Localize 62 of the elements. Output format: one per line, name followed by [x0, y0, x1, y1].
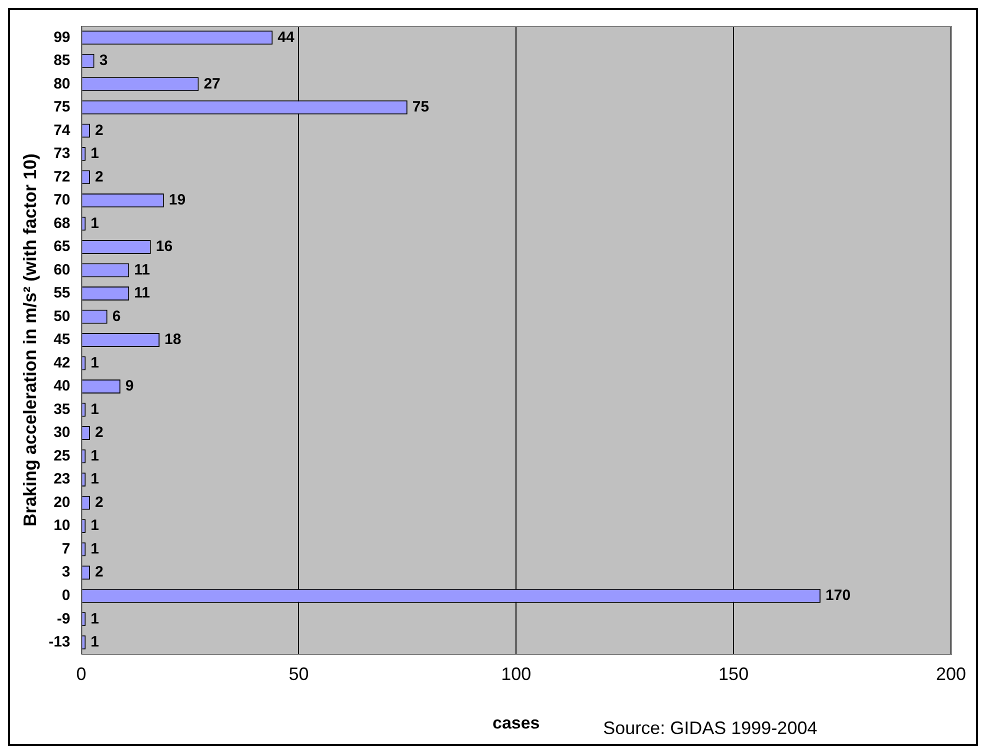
- data-label: 2: [94, 122, 104, 139]
- data-label: 9: [125, 378, 134, 395]
- y-tick-label: 65: [54, 238, 70, 256]
- y-tick-label: 60: [54, 261, 70, 278]
- y-tick-label: 75: [54, 98, 70, 116]
- y-tick-label: 23: [54, 470, 70, 488]
- y-tick-label: 20: [54, 494, 70, 511]
- data-label: 1: [90, 634, 99, 651]
- data-label: 2: [94, 424, 104, 442]
- y-tick-label: -13: [48, 634, 70, 651]
- data-label: 1: [90, 610, 99, 628]
- y-tick-label: 70: [54, 192, 70, 209]
- data-label: 1: [90, 540, 99, 558]
- y-tick-label: 25: [54, 447, 70, 464]
- y-tick-label: -9: [56, 610, 70, 628]
- x-tick-label: 150: [718, 664, 749, 684]
- data-label: 18: [164, 331, 182, 348]
- y-tick-label: 68: [54, 214, 70, 232]
- data-label: 1: [90, 400, 99, 418]
- y-tick-label: 7: [62, 540, 70, 558]
- x-tick-label: 100: [501, 664, 532, 684]
- data-label: 2: [94, 564, 104, 581]
- y-tick-label: 72: [54, 168, 70, 186]
- y-tick-label: 0: [62, 586, 70, 604]
- x-tick-label: 50: [288, 664, 309, 684]
- data-label: 3: [99, 52, 108, 70]
- y-tick-label: 73: [54, 145, 70, 162]
- y-tick-label: 99: [54, 28, 70, 46]
- x-axis-title: cases: [492, 713, 540, 732]
- y-tick-label: 40: [54, 378, 70, 395]
- source-note: Source: GIDAS 1999-2004: [603, 718, 818, 738]
- y-tick-label: 10: [54, 517, 70, 534]
- data-label: 170: [826, 586, 851, 604]
- data-label: 16: [156, 238, 173, 256]
- y-tick-label: 80: [54, 75, 70, 92]
- data-label: 11: [134, 261, 150, 278]
- data-label: 11: [134, 284, 150, 302]
- y-tick-label: 50: [54, 308, 70, 325]
- data-label: 1: [90, 470, 99, 488]
- data-label: 1: [90, 517, 99, 534]
- y-tick-label: 35: [54, 400, 70, 418]
- y-tick-label: 3: [62, 564, 70, 581]
- data-label: 75: [412, 98, 430, 116]
- data-label: 1: [90, 354, 99, 372]
- x-tick-label: 0: [76, 664, 86, 684]
- y-tick-label: 42: [54, 354, 70, 372]
- data-label: 1: [90, 145, 99, 162]
- data-label: 1: [90, 447, 99, 464]
- y-tick-label: 45: [54, 331, 70, 348]
- data-label: 19: [168, 192, 186, 209]
- data-label: 44: [278, 28, 295, 46]
- data-label: 2: [94, 494, 104, 511]
- data-label: 2: [94, 168, 104, 186]
- data-label: 6: [112, 308, 121, 325]
- x-tick-label: 200: [936, 664, 966, 684]
- y-tick-label: 74: [54, 122, 71, 139]
- data-label: 27: [204, 75, 220, 92]
- y-tick-label: 30: [54, 424, 70, 442]
- y-tick-label: 85: [54, 52, 70, 70]
- y-axis-title: Braking acceleration in m/s² (with factor 10): [20, 153, 40, 527]
- y-tick-label: 55: [54, 284, 70, 302]
- data-label: 1: [90, 214, 99, 232]
